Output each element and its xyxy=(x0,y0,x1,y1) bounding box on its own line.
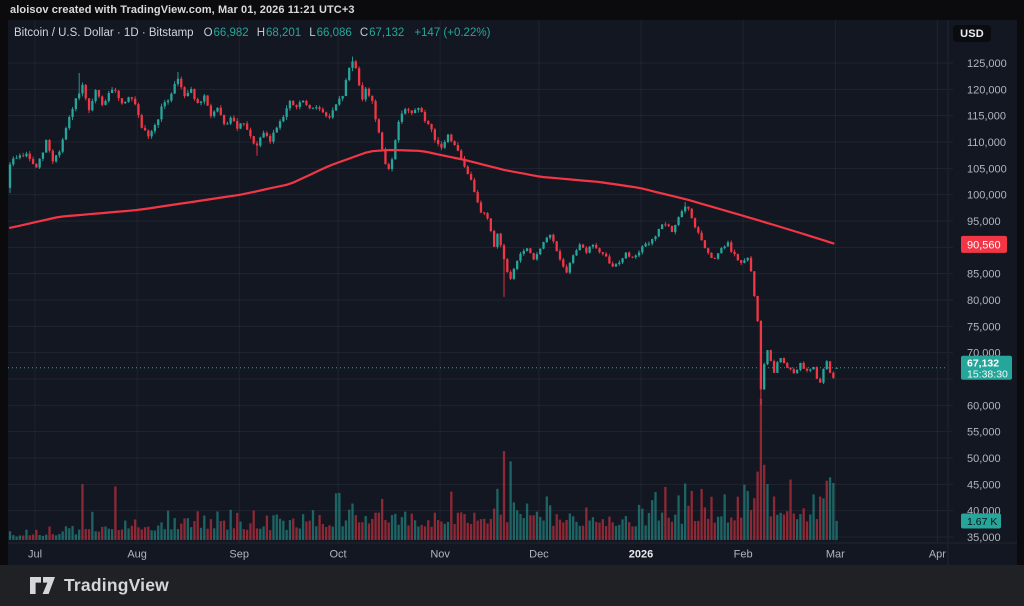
svg-text:60,000: 60,000 xyxy=(967,400,1001,412)
svg-text:125,000: 125,000 xyxy=(967,58,1007,70)
footer-bar: TradingView xyxy=(0,565,1024,606)
svg-text:1.67 K: 1.67 K xyxy=(967,516,997,528)
price-axis[interactable]: 125,000 120,000 115,000 110,000 105,000 100,0… xyxy=(948,58,1007,544)
close-label: C xyxy=(359,27,369,39)
attribution-text: aloisov created with TradingView.com, Ma… xyxy=(10,4,355,16)
currency-toggle-button[interactable]: USD xyxy=(953,25,991,42)
svg-text:80,000: 80,000 xyxy=(967,295,1001,307)
svg-text:110,000: 110,000 xyxy=(967,137,1006,149)
low-value: 66,086 xyxy=(316,27,352,39)
volume-value-label: 1.67 K xyxy=(961,513,1001,529)
svg-text:Nov: Nov xyxy=(430,549,450,561)
open-label: O xyxy=(203,27,213,39)
candlestick-layer xyxy=(8,56,838,405)
attribution-bar: aloisov created with TradingView.com, Ma… xyxy=(0,0,1024,20)
svg-text:95,000: 95,000 xyxy=(967,216,1001,228)
svg-text:Dec: Dec xyxy=(529,549,549,561)
svg-text:Oct: Oct xyxy=(329,549,346,561)
svg-text:105,000: 105,000 xyxy=(967,163,1007,175)
svg-text:100,000: 100,000 xyxy=(967,190,1007,202)
svg-text:85,000: 85,000 xyxy=(967,269,1001,281)
svg-text:75,000: 75,000 xyxy=(967,321,1001,333)
symbol-title: Bitcoin / U.S. Dollar · 1D · Bitstamp xyxy=(14,27,194,39)
time-axis[interactable]: Jul Aug Sep Oct Nov Dec 2026 Feb Mar Apr xyxy=(28,549,946,561)
change-value: +147 (+0.22%) xyxy=(414,27,491,39)
tradingview-logo-icon xyxy=(30,577,55,594)
low-label: L xyxy=(309,27,316,39)
svg-text:67,132: 67,132 xyxy=(967,357,999,369)
ma-price-label: 90,560 xyxy=(961,235,1007,253)
svg-text:50,000: 50,000 xyxy=(967,453,1001,465)
svg-text:15:38:30: 15:38:30 xyxy=(967,368,1008,380)
svg-text:115,000: 115,000 xyxy=(967,111,1006,123)
ma-line xyxy=(8,148,835,245)
tradingview-brand[interactable]: TradingView xyxy=(30,575,169,596)
svg-text:Sep: Sep xyxy=(229,549,249,561)
svg-text:Aug: Aug xyxy=(127,549,147,561)
right-edge-strip xyxy=(1017,20,1024,565)
high-value: 68,201 xyxy=(266,27,302,39)
open-value: 66,982 xyxy=(213,27,249,39)
left-edge-strip xyxy=(0,20,8,565)
svg-text:Mar: Mar xyxy=(826,549,845,561)
svg-text:45,000: 45,000 xyxy=(967,479,1001,491)
close-value: 67,132 xyxy=(369,27,405,39)
svg-text:120,000: 120,000 xyxy=(967,84,1007,96)
svg-text:Jul: Jul xyxy=(28,549,42,561)
high-label: H xyxy=(256,27,266,39)
svg-text:55,000: 55,000 xyxy=(967,427,1001,439)
symbol-legend[interactable]: Bitcoin / U.S. Dollar · 1D · Bitstamp O … xyxy=(14,26,498,40)
svg-text:35,000: 35,000 xyxy=(967,532,1001,544)
volume-layer xyxy=(8,398,838,540)
svg-text:90,560: 90,560 xyxy=(967,239,1001,251)
tradingview-wordmark: TradingView xyxy=(64,575,169,595)
svg-text:2026: 2026 xyxy=(629,549,653,561)
svg-text:Feb: Feb xyxy=(734,549,753,561)
svg-text:Apr: Apr xyxy=(929,549,946,561)
